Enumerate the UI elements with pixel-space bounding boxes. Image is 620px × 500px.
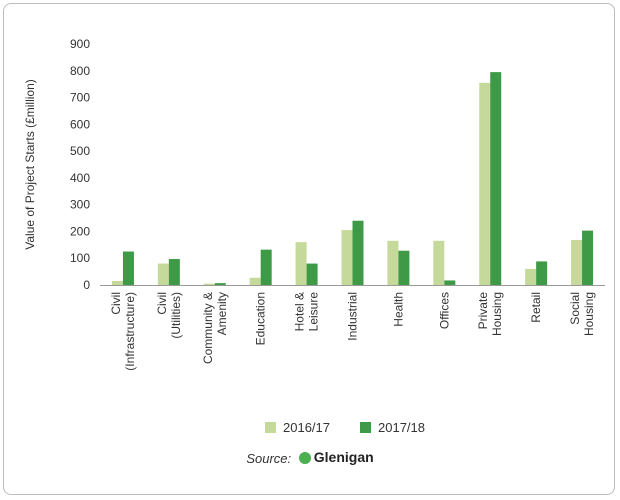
source-credit: Source: Glenigan [0,449,620,466]
x-tick-label-line: Community & [201,292,215,364]
bar-2017-18 [398,250,410,285]
y-tick-label: 300 [70,198,90,212]
legend-swatch-2016-17 [265,422,276,433]
x-tick-label: Private Housing [476,292,504,336]
x-tick-label-line: Social [568,292,582,325]
x-tick-label-line: Amenity [215,292,229,335]
y-tick-label: 900 [70,37,90,51]
y-tick-label: 700 [70,91,90,105]
chart-frame [3,3,615,495]
bar-2016-17 [111,280,123,285]
x-tick-label-line: Housing [490,292,504,336]
bar-2017-18 [122,251,134,285]
legend-label: 2017/18 [378,420,425,435]
bar-2017-18 [582,230,594,285]
x-tick-label: Offices [437,292,451,329]
source-label: Source: [246,451,292,466]
glenigan-brand-text: Glenigan [313,449,374,465]
bar-2016-17 [249,277,261,285]
y-tick-label: 100 [70,251,90,265]
x-tick-label-line: Education [254,292,268,345]
y-tick-label: 400 [70,171,90,185]
x-tick-label-line: Housing [582,292,596,336]
legend-swatch-2017-18 [360,422,371,433]
x-tick-label-line: Offices [437,292,451,329]
bar-2016-17 [479,82,491,285]
x-tick-label-line: Retail [529,292,543,323]
bar-2017-18 [260,249,272,285]
bar-2016-17 [203,283,215,285]
bar-2016-17 [295,242,307,285]
x-tick-label: Civil (Utilities) [155,292,183,339]
bar-2017-18 [168,259,180,285]
glenigan-logo: Glenigan [298,449,374,465]
x-tick-label: Community & Amenity [201,292,229,364]
y-tick-label: 0 [83,278,90,292]
x-tick-label-line: Civil [109,292,123,315]
x-tick-label-line: (Utilities) [169,292,183,339]
x-tick-label: Education [254,292,268,345]
bar-2016-17 [157,263,169,285]
x-tick-label-line: Leisure [307,292,321,332]
x-tick-label-line: Industrial [346,292,360,341]
y-axis-label: Value of Project Starts (£million) [23,79,37,250]
y-tick-label: 200 [70,224,90,238]
bar-2017-18 [444,280,456,285]
y-tick-label: 800 [70,64,90,78]
bar-2016-17 [341,230,353,285]
glenigan-g-icon [298,452,311,464]
bar-2016-17 [525,268,537,285]
bar-2017-18 [536,261,548,285]
x-tick-label-line: Hotel & [293,292,307,331]
bar-2017-18 [214,283,226,285]
bar-2017-18 [306,263,318,285]
x-tick-label: Health [391,292,405,327]
bar-2017-18 [490,72,502,285]
bar-2016-17 [571,240,583,285]
x-tick-label: Hotel & Leisure [293,292,321,332]
x-tick-label-line: Private [476,292,490,330]
y-tick-label: 500 [70,144,90,158]
y-tick-label: 600 [70,117,90,131]
x-tick-label: Civil (Infrastructure) [109,292,137,371]
legend-label: 2016/17 [283,420,330,435]
x-tick-label: Social Housing [568,292,596,336]
bar-2016-17 [433,240,445,285]
x-tick-label: Industrial [346,292,360,341]
x-tick-label-line: Health [391,292,405,327]
x-tick-label: Retail [529,292,543,323]
bar-2017-18 [352,220,364,285]
x-tick-label-line: (Infrastructure) [123,292,137,371]
bar-2016-17 [387,240,399,285]
x-tick-label-line: Civil [155,292,169,315]
